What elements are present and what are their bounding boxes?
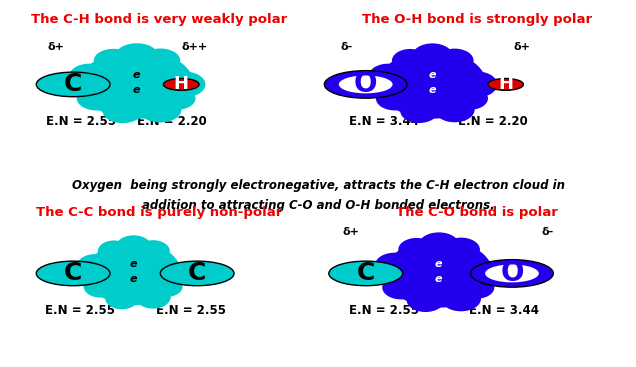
Text: e: e <box>429 70 436 80</box>
Ellipse shape <box>105 287 139 309</box>
Ellipse shape <box>406 288 445 312</box>
Ellipse shape <box>135 285 170 309</box>
Text: Oxygen  being strongly electronegative, attracts the C-H electron cloud in: Oxygen being strongly electronegative, a… <box>71 179 565 192</box>
Ellipse shape <box>339 76 392 93</box>
Text: The C-O bond is polar: The C-O bond is polar <box>396 206 558 218</box>
Text: O: O <box>501 259 523 287</box>
Text: H: H <box>498 75 513 94</box>
Ellipse shape <box>102 99 142 123</box>
Text: δ-: δ- <box>542 227 554 237</box>
Ellipse shape <box>163 79 199 90</box>
Text: E.N = 2.55: E.N = 2.55 <box>156 304 226 317</box>
Ellipse shape <box>155 261 191 286</box>
Ellipse shape <box>436 48 474 73</box>
Text: E.N = 2.20: E.N = 2.20 <box>137 115 207 128</box>
Text: δ+: δ+ <box>514 41 531 51</box>
Ellipse shape <box>452 87 488 110</box>
Text: H: H <box>174 75 189 94</box>
Ellipse shape <box>80 50 194 119</box>
Text: e: e <box>429 85 436 95</box>
Ellipse shape <box>398 238 435 261</box>
Ellipse shape <box>139 97 181 123</box>
Ellipse shape <box>382 276 420 299</box>
Text: E.N = 2.20: E.N = 2.20 <box>458 115 528 128</box>
Text: δ-: δ- <box>340 41 352 51</box>
Ellipse shape <box>471 259 553 287</box>
Text: C: C <box>188 261 206 286</box>
Text: e: e <box>435 259 443 269</box>
Text: O: O <box>354 70 377 98</box>
Text: The O-H bond is strongly polar: The O-H bond is strongly polar <box>362 13 592 26</box>
Ellipse shape <box>378 50 487 119</box>
Ellipse shape <box>434 97 474 122</box>
Ellipse shape <box>392 49 429 72</box>
Ellipse shape <box>369 64 408 88</box>
Ellipse shape <box>115 43 158 69</box>
Ellipse shape <box>400 99 438 123</box>
Ellipse shape <box>488 79 523 90</box>
Text: e: e <box>130 259 137 269</box>
Text: E.N = 2.55: E.N = 2.55 <box>45 304 114 317</box>
Text: C: C <box>64 261 82 286</box>
Text: C: C <box>357 261 375 286</box>
Ellipse shape <box>158 87 195 110</box>
Text: δ+: δ+ <box>48 41 65 51</box>
Ellipse shape <box>36 261 110 286</box>
Text: The C-H bond is very weakly polar: The C-H bond is very weakly polar <box>31 13 287 26</box>
Ellipse shape <box>456 72 497 97</box>
Text: E.N = 2.55: E.N = 2.55 <box>349 304 418 317</box>
Ellipse shape <box>78 254 112 277</box>
Ellipse shape <box>136 240 170 262</box>
Text: E.N = 2.55: E.N = 2.55 <box>46 115 116 128</box>
Ellipse shape <box>418 232 459 258</box>
Ellipse shape <box>441 286 481 311</box>
Ellipse shape <box>151 276 183 297</box>
Ellipse shape <box>77 87 117 110</box>
Ellipse shape <box>98 240 130 262</box>
Ellipse shape <box>140 48 180 73</box>
Ellipse shape <box>385 239 493 308</box>
Ellipse shape <box>412 43 453 69</box>
Text: e: e <box>133 85 141 95</box>
Text: The C-C bond is purely non-polar: The C-C bond is purely non-polar <box>36 206 282 218</box>
Text: e: e <box>435 274 443 284</box>
Ellipse shape <box>116 235 152 259</box>
Ellipse shape <box>36 72 110 97</box>
Text: E.N = 3.44: E.N = 3.44 <box>349 115 418 128</box>
Text: δ+: δ+ <box>342 227 359 237</box>
Ellipse shape <box>442 237 480 262</box>
Ellipse shape <box>485 265 539 282</box>
Ellipse shape <box>94 49 133 72</box>
Ellipse shape <box>160 261 234 286</box>
Ellipse shape <box>83 275 117 298</box>
Ellipse shape <box>459 276 494 299</box>
Ellipse shape <box>329 261 403 286</box>
Ellipse shape <box>69 63 111 88</box>
Text: δ++: δ++ <box>181 41 207 51</box>
Text: addition to attracting C-O and O-H bonded electrons.: addition to attracting C-O and O-H bonde… <box>142 199 494 212</box>
Ellipse shape <box>162 71 205 98</box>
Ellipse shape <box>462 261 504 286</box>
Text: C: C <box>64 72 82 97</box>
Text: e: e <box>133 70 141 80</box>
Text: e: e <box>130 274 137 284</box>
Ellipse shape <box>375 253 414 277</box>
Ellipse shape <box>376 87 414 110</box>
Ellipse shape <box>86 241 181 305</box>
Text: E.N = 3.44: E.N = 3.44 <box>469 304 539 317</box>
Ellipse shape <box>324 70 407 98</box>
